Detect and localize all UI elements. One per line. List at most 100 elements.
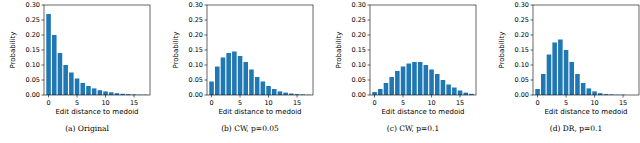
- bars: [372, 62, 473, 95]
- x-tick: [240, 95, 241, 98]
- x-tick-label: 0: [535, 99, 539, 107]
- x-axis-label: Edit distance to medoid: [218, 108, 301, 116]
- x-tick-label: 10: [427, 99, 435, 107]
- bar: [541, 74, 546, 95]
- bar: [232, 52, 237, 96]
- x-tick-label: 15: [456, 99, 464, 107]
- y-tick-label: 0.30: [352, 1, 366, 9]
- y-tick: [368, 80, 371, 81]
- bar: [86, 86, 91, 95]
- bar: [52, 35, 57, 95]
- bar: [558, 40, 563, 96]
- y-tick: [205, 65, 208, 66]
- y-tick: [42, 80, 45, 81]
- bar: [80, 83, 85, 95]
- bar: [261, 82, 266, 96]
- subtitle: (d) DR, p=0.1: [550, 124, 602, 133]
- bar: [109, 92, 114, 95]
- x-tick: [594, 95, 595, 98]
- x-axis-label: Edit distance to medoid: [55, 108, 138, 116]
- bar: [255, 77, 260, 95]
- x-tick-label: 10: [264, 99, 272, 107]
- y-tick: [368, 5, 371, 6]
- x-tick-label: 5: [564, 99, 568, 107]
- bar: [418, 62, 423, 95]
- bar: [221, 58, 226, 96]
- y-tick: [368, 50, 371, 51]
- bar: [372, 92, 377, 95]
- bar: [283, 93, 288, 95]
- bars: [209, 52, 310, 96]
- bar: [75, 79, 80, 96]
- x-tick-label: 0: [209, 99, 213, 107]
- x-tick-label: 5: [401, 99, 405, 107]
- y-tick: [368, 65, 371, 66]
- y-tick-label: 0.00: [189, 91, 203, 99]
- y-tick-label: 0.15: [515, 46, 529, 54]
- bar: [249, 70, 254, 96]
- bar: [226, 53, 231, 95]
- bar: [103, 91, 108, 95]
- y-tick: [42, 5, 45, 6]
- y-tick-label: 0.10: [189, 61, 203, 69]
- y-tick: [368, 95, 371, 96]
- x-axis-label: Edit distance to medoid: [544, 108, 627, 116]
- y-tick-label: 0.00: [26, 91, 40, 99]
- x-tick-label: 15: [619, 99, 627, 107]
- bar: [406, 64, 411, 96]
- bar: [278, 91, 283, 95]
- bar: [581, 83, 586, 95]
- x-tick: [374, 95, 375, 98]
- bars: [535, 40, 625, 96]
- x-tick-label: 10: [590, 99, 598, 107]
- x-tick-label: 5: [238, 99, 242, 107]
- y-tick: [531, 50, 534, 51]
- x-tick: [566, 95, 567, 98]
- panel: 0.000.050.100.150.200.250.30051015Edit d…: [172, 1, 313, 133]
- x-tick: [460, 95, 461, 98]
- bar: [587, 88, 592, 95]
- y-tick-label: 0.00: [515, 91, 529, 99]
- y-tick: [42, 65, 45, 66]
- bar: [384, 83, 389, 95]
- x-tick: [403, 95, 404, 98]
- subtitle: (a) Original: [65, 124, 109, 133]
- bar: [552, 43, 557, 96]
- bar: [215, 67, 220, 96]
- x-tick-label: 10: [101, 99, 109, 107]
- bar: [69, 73, 74, 96]
- y-tick-label: 0.20: [26, 31, 40, 39]
- x-tick: [105, 95, 106, 98]
- figure: 0.000.050.100.150.200.250.30051015Edit d…: [0, 0, 640, 143]
- y-tick: [42, 95, 45, 96]
- y-tick: [205, 35, 208, 36]
- bar: [389, 77, 394, 95]
- bar: [441, 80, 446, 95]
- axes-frame: [370, 5, 476, 95]
- x-tick: [537, 95, 538, 98]
- y-tick-label: 0.05: [26, 76, 40, 84]
- y-tick: [205, 95, 208, 96]
- y-tick-label: 0.25: [189, 16, 203, 24]
- panel: 0.000.050.100.150.200.250.30051015Edit d…: [335, 1, 476, 133]
- bar: [63, 65, 68, 95]
- bar: [547, 55, 552, 96]
- y-tick: [531, 95, 534, 96]
- x-tick: [431, 95, 432, 98]
- y-tick-label: 0.30: [26, 1, 40, 9]
- bar: [98, 90, 103, 95]
- subtitle: (b) CW, p=0.05: [221, 124, 279, 133]
- y-tick-label: 0.05: [515, 76, 529, 84]
- bar: [395, 71, 400, 95]
- bar: [435, 74, 440, 95]
- y-tick-label: 0.10: [26, 61, 40, 69]
- y-tick-label: 0.15: [352, 46, 366, 54]
- y-tick-label: 0.25: [352, 16, 366, 24]
- y-tick: [368, 35, 371, 36]
- bar: [243, 62, 248, 95]
- x-tick: [48, 95, 49, 98]
- axes-frame: [207, 5, 313, 95]
- y-tick: [205, 50, 208, 51]
- y-tick-label: 0.15: [189, 46, 203, 54]
- y-tick: [205, 20, 208, 21]
